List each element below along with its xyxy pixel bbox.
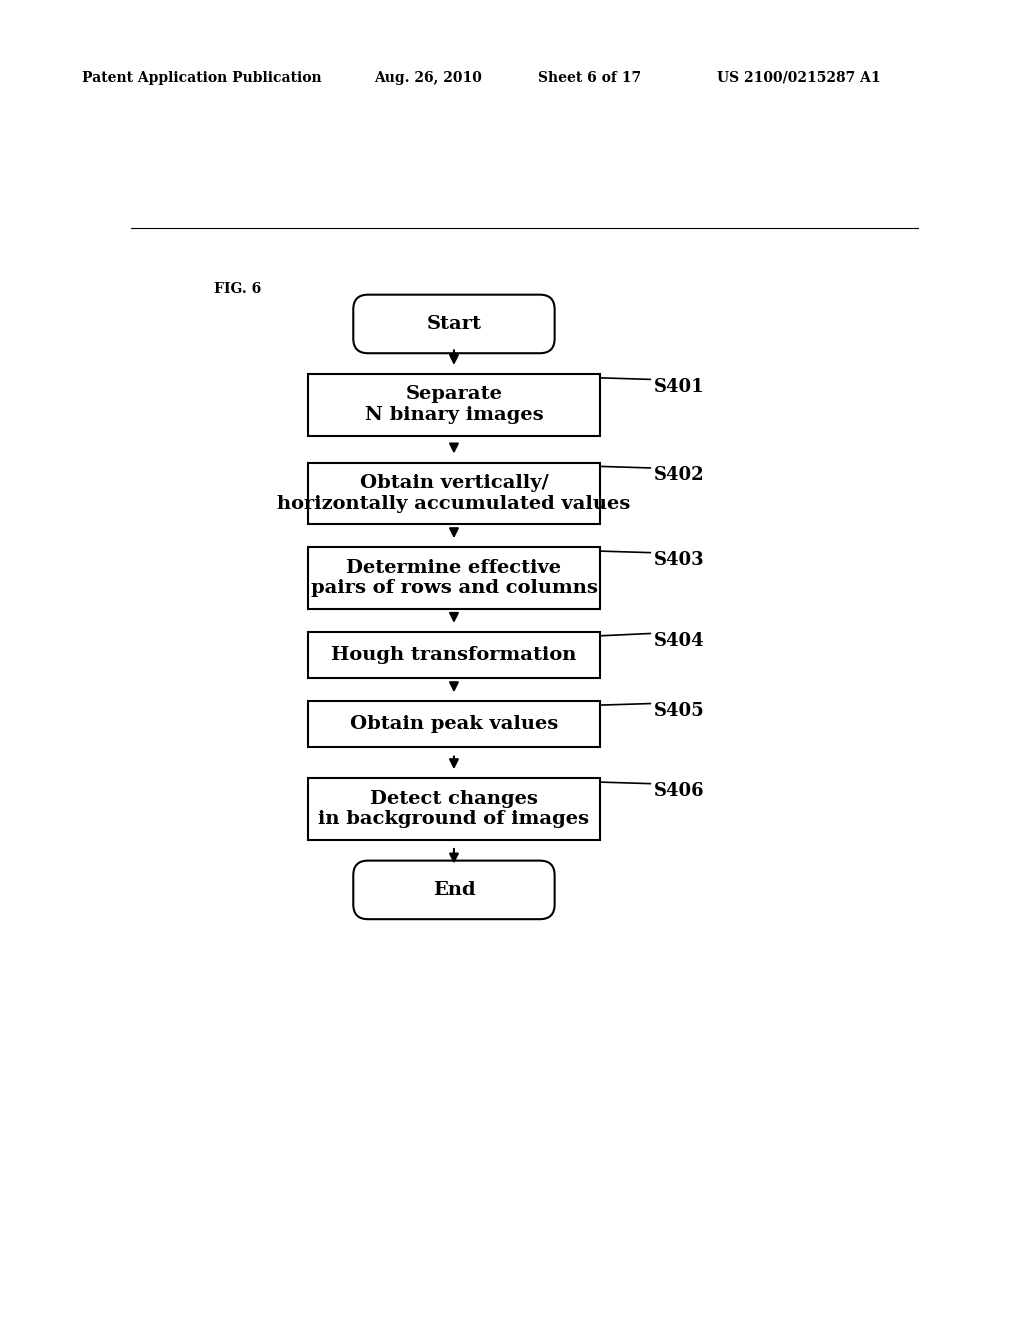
- Bar: [307, 632, 600, 678]
- Text: Detect changes
in background of images: Detect changes in background of images: [318, 789, 590, 829]
- Text: Determine effective
pairs of rows and columns: Determine effective pairs of rows and co…: [310, 558, 597, 598]
- FancyBboxPatch shape: [353, 861, 555, 919]
- Text: US 2100/0215287 A1: US 2100/0215287 A1: [717, 71, 881, 84]
- Text: FIG. 6: FIG. 6: [214, 282, 261, 296]
- Text: Patent Application Publication: Patent Application Publication: [82, 71, 322, 84]
- Bar: [307, 374, 600, 436]
- Text: Separate
N binary images: Separate N binary images: [365, 385, 544, 424]
- Bar: [307, 548, 600, 609]
- Text: Start: Start: [426, 315, 481, 333]
- Text: End: End: [433, 880, 475, 899]
- Text: S405: S405: [654, 702, 705, 719]
- Text: S404: S404: [654, 632, 705, 649]
- Bar: [307, 701, 600, 747]
- Text: Obtain vertically/
horizontally accumulated values: Obtain vertically/ horizontally accumula…: [278, 474, 631, 512]
- Text: S401: S401: [654, 378, 705, 396]
- Text: S402: S402: [654, 466, 705, 484]
- Text: S406: S406: [654, 781, 705, 800]
- Text: S403: S403: [654, 552, 705, 569]
- Bar: [307, 779, 600, 840]
- Text: Hough transformation: Hough transformation: [332, 645, 577, 664]
- Text: Aug. 26, 2010: Aug. 26, 2010: [374, 71, 481, 84]
- Text: Obtain peak values: Obtain peak values: [350, 715, 558, 734]
- FancyBboxPatch shape: [353, 294, 555, 354]
- Bar: [307, 462, 600, 524]
- Text: Sheet 6 of 17: Sheet 6 of 17: [538, 71, 641, 84]
